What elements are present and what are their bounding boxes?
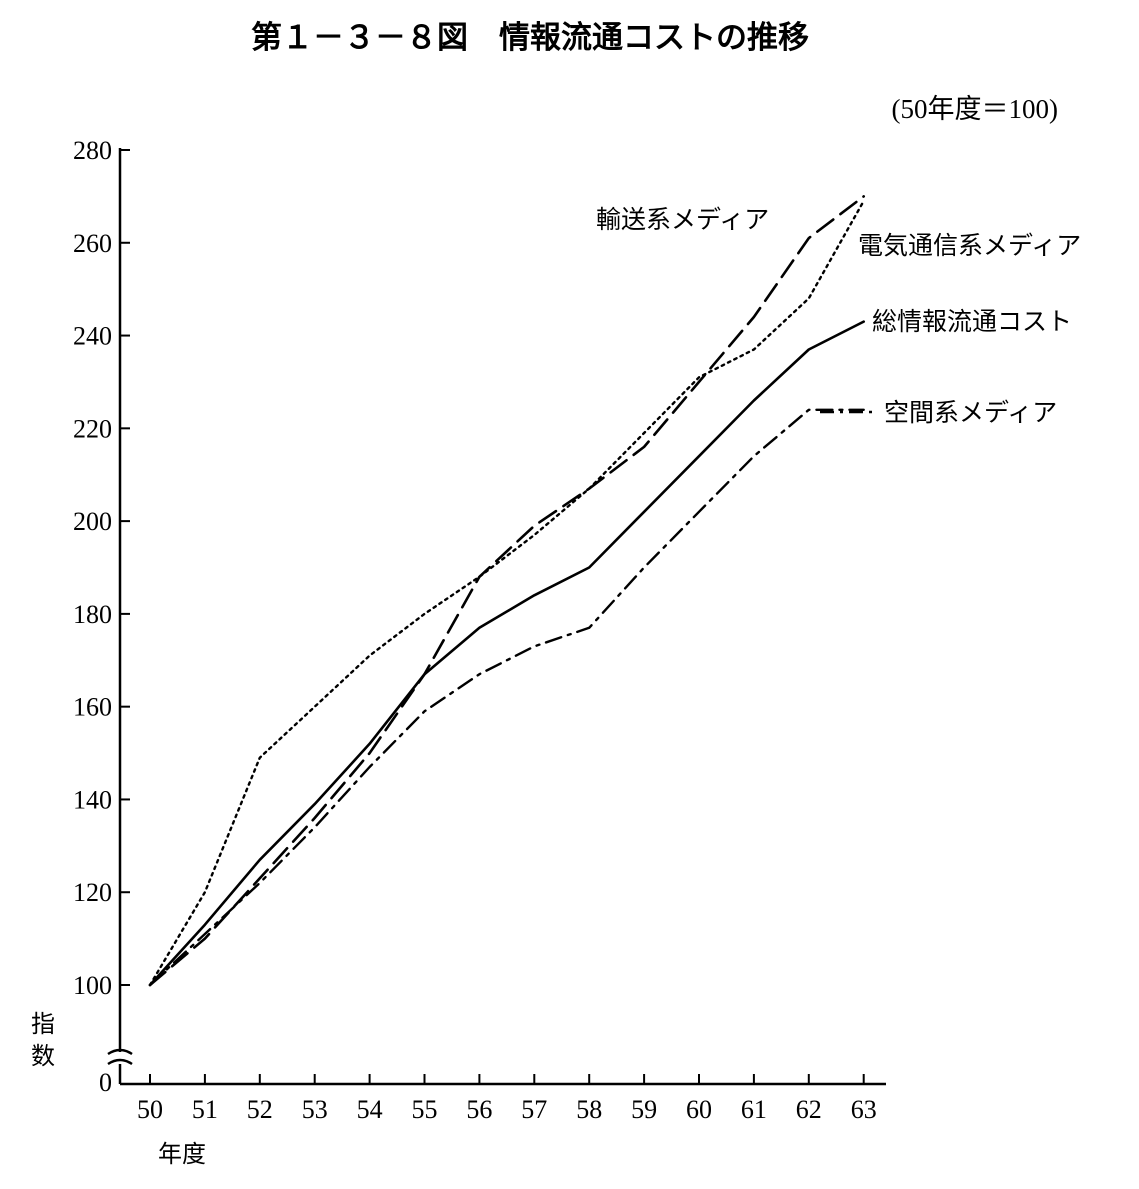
x-tick-label: 63 xyxy=(851,1095,877,1124)
chart-title: 第１－３－８図 情報流通コストの推移 xyxy=(251,20,809,56)
series-label-transport: 輸送系メディア xyxy=(596,205,769,234)
x-tick-label: 61 xyxy=(741,1095,767,1124)
x-tick-label: 57 xyxy=(521,1095,547,1124)
series-labels: 輸送系メディア 電気通信系メディア 総情報流通コスト 空間系メディア xyxy=(596,205,1081,427)
y-tick-label: 120 xyxy=(73,878,112,907)
x-axis: 50 51 52 53 54 55 56 57 58 59 60 61 62 63 年度 xyxy=(120,1074,886,1168)
x-tick-label: 51 xyxy=(192,1095,218,1124)
y-tick-label: 160 xyxy=(73,693,112,722)
y-tick-label: 200 xyxy=(73,507,112,536)
series-line-3 xyxy=(148,408,865,987)
y-tick-label: 240 xyxy=(73,322,112,351)
x-ticks: 50 51 52 53 54 55 56 57 58 59 60 61 62 63 xyxy=(137,1074,877,1124)
y-tick-label: 280 xyxy=(73,136,112,165)
x-axis-label: 年度 xyxy=(158,1140,206,1168)
x-tick-label: 58 xyxy=(576,1095,602,1124)
y-axis-label-2: 数 xyxy=(31,1042,55,1070)
x-tick-label: 52 xyxy=(247,1095,273,1124)
y-tick-label: 180 xyxy=(73,600,112,629)
x-tick-label: 55 xyxy=(412,1095,438,1124)
y-axis-label-1: 指 xyxy=(31,1010,55,1038)
series-layer xyxy=(148,195,866,987)
x-tick-label: 53 xyxy=(302,1095,328,1124)
y-tick-label: 140 xyxy=(73,785,112,814)
x-tick-label: 60 xyxy=(686,1095,712,1124)
x-tick-label: 62 xyxy=(796,1095,822,1124)
series-label-telecom: 電気通信系メディア xyxy=(858,231,1081,260)
chart-subtitle: (50年度＝100) xyxy=(892,94,1058,124)
x-tick-label: 59 xyxy=(631,1095,657,1124)
series-label-space: 空間系メディア xyxy=(884,398,1057,427)
y-tick-label: 260 xyxy=(73,229,112,258)
series-line-2 xyxy=(148,199,865,987)
y-tick-label: 100 xyxy=(73,971,112,1000)
y-axis: 0 100 120 140 160 180 200 220 240 260 280 指 数 xyxy=(31,136,133,1097)
y-ticks: 0 100 120 140 160 180 200 220 240 260 280 xyxy=(73,136,130,1097)
x-tick-label: 50 xyxy=(137,1095,163,1124)
x-tick-label: 56 xyxy=(466,1095,492,1124)
axis-break-mark xyxy=(107,1048,133,1066)
series-label-total: 総情報流通コスト xyxy=(872,307,1072,336)
y-tick-label: 0 xyxy=(99,1068,112,1097)
series-line-0 xyxy=(148,320,866,987)
y-tick-label: 220 xyxy=(73,414,112,443)
series-line-1 xyxy=(148,195,866,987)
x-tick-label: 54 xyxy=(357,1095,383,1124)
